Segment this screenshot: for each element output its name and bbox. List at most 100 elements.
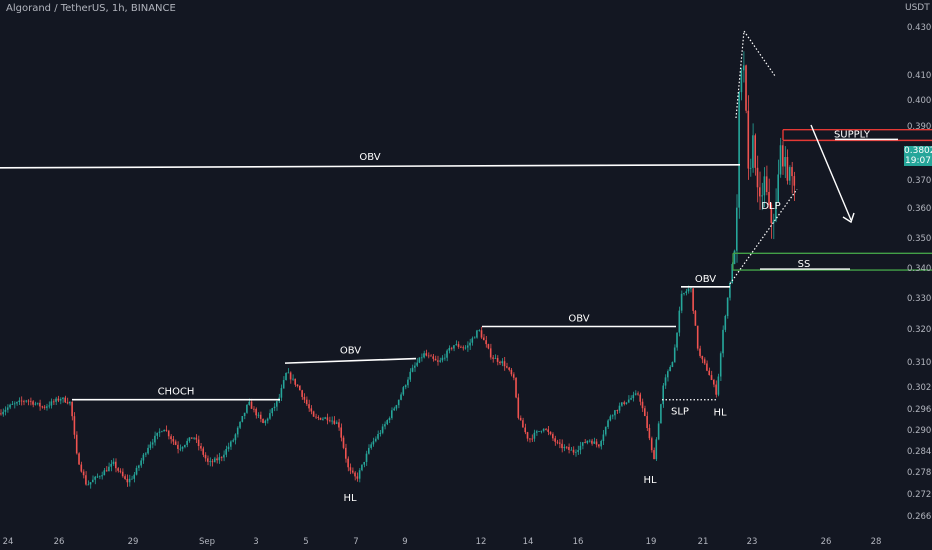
level-label: OBV xyxy=(695,274,716,285)
candle-body xyxy=(517,397,520,418)
candle-body xyxy=(170,436,172,440)
candle-body xyxy=(503,361,506,367)
candle-body xyxy=(483,337,485,341)
projection-arrow xyxy=(810,124,852,221)
candle-body xyxy=(630,398,632,400)
candle-body xyxy=(85,475,87,485)
candle-body xyxy=(255,408,257,416)
candle-body xyxy=(213,458,216,463)
candle-body xyxy=(266,418,269,421)
candle-body xyxy=(241,415,244,422)
candle-body xyxy=(489,348,492,358)
candle-body xyxy=(223,454,225,458)
candle-body xyxy=(115,461,117,469)
candle-body xyxy=(687,288,690,292)
candle-body xyxy=(34,403,37,405)
candle-body xyxy=(57,398,60,401)
candle-body xyxy=(457,344,460,347)
candle-body xyxy=(287,372,290,374)
candle-body xyxy=(338,422,340,428)
candle-body xyxy=(625,402,628,404)
candle-body xyxy=(46,406,48,408)
candle-body xyxy=(782,145,784,167)
candle-body xyxy=(708,370,710,376)
candle-body xyxy=(784,157,786,167)
candle-body xyxy=(62,397,64,400)
candle-body xyxy=(535,431,538,433)
candle-body xyxy=(512,374,515,378)
candle-body xyxy=(478,330,480,332)
candle-body xyxy=(565,446,568,448)
candle-body xyxy=(644,408,646,417)
candle-body xyxy=(584,442,586,444)
x-tick-label: 21 xyxy=(698,537,709,547)
candle-body xyxy=(650,438,653,451)
x-axis: 24 26 29 Sep 3 5 7 9 12 14 16 19 21 23 26 28 xyxy=(3,537,882,547)
candle-body xyxy=(664,377,667,386)
candle-body xyxy=(423,353,425,358)
candle-body xyxy=(420,357,423,359)
candle-body xyxy=(706,363,708,371)
candle-body xyxy=(75,434,78,454)
level-line[interactable] xyxy=(0,163,741,169)
candle-body xyxy=(522,420,524,428)
candle-body xyxy=(285,372,287,381)
candle-body xyxy=(386,420,388,425)
last-price-tag: 0.3802 19:07 xyxy=(904,146,932,166)
candle-body xyxy=(747,110,750,169)
candle-body xyxy=(262,418,264,423)
candle-body xyxy=(105,470,108,472)
candle-body xyxy=(149,444,152,448)
candle-body xyxy=(777,174,779,202)
candle-body xyxy=(480,330,483,338)
candle-body xyxy=(167,430,170,437)
candle-body xyxy=(299,385,301,391)
candle-body xyxy=(678,310,681,333)
candle-body xyxy=(243,412,246,416)
candle-body xyxy=(349,467,352,471)
x-tick-label: 5 xyxy=(303,537,308,547)
level-label: OBV xyxy=(568,314,589,325)
candle-body xyxy=(462,347,464,349)
candle-body xyxy=(23,401,25,403)
candle-body xyxy=(692,288,694,311)
candle-body xyxy=(29,400,32,402)
candle-body xyxy=(563,446,566,449)
candle-body xyxy=(356,476,359,479)
candle-body xyxy=(411,367,414,372)
candle-body xyxy=(82,471,85,476)
candle-body xyxy=(538,431,540,432)
candle-body xyxy=(117,468,119,471)
candle-body xyxy=(441,357,444,361)
candles-layer xyxy=(0,51,796,489)
candle-body xyxy=(395,405,398,409)
candle-body xyxy=(361,464,363,471)
candle-body xyxy=(133,474,135,479)
candle-body xyxy=(485,340,487,345)
candle-body xyxy=(446,350,448,358)
x-tick-label: 7 xyxy=(353,537,358,547)
liquidity-label: SLP xyxy=(671,407,689,418)
level-line[interactable] xyxy=(284,357,417,364)
candle-body xyxy=(591,440,593,444)
candle-body xyxy=(453,345,455,349)
candle-body xyxy=(598,444,600,447)
candle-body xyxy=(593,441,595,444)
candle-body xyxy=(193,437,195,439)
candle-body xyxy=(358,470,361,479)
x-tick-label: 26 xyxy=(54,537,65,547)
x-tick-label: Sep xyxy=(199,537,215,547)
candle-body xyxy=(627,399,630,403)
candle-body xyxy=(131,478,133,480)
candle-body xyxy=(27,400,30,402)
candle-body xyxy=(135,467,138,475)
candle-body xyxy=(165,429,168,431)
x-tick-label: 19 xyxy=(646,537,657,547)
candle-body xyxy=(190,437,193,439)
candle-body xyxy=(103,470,106,476)
candle-body xyxy=(430,355,432,357)
